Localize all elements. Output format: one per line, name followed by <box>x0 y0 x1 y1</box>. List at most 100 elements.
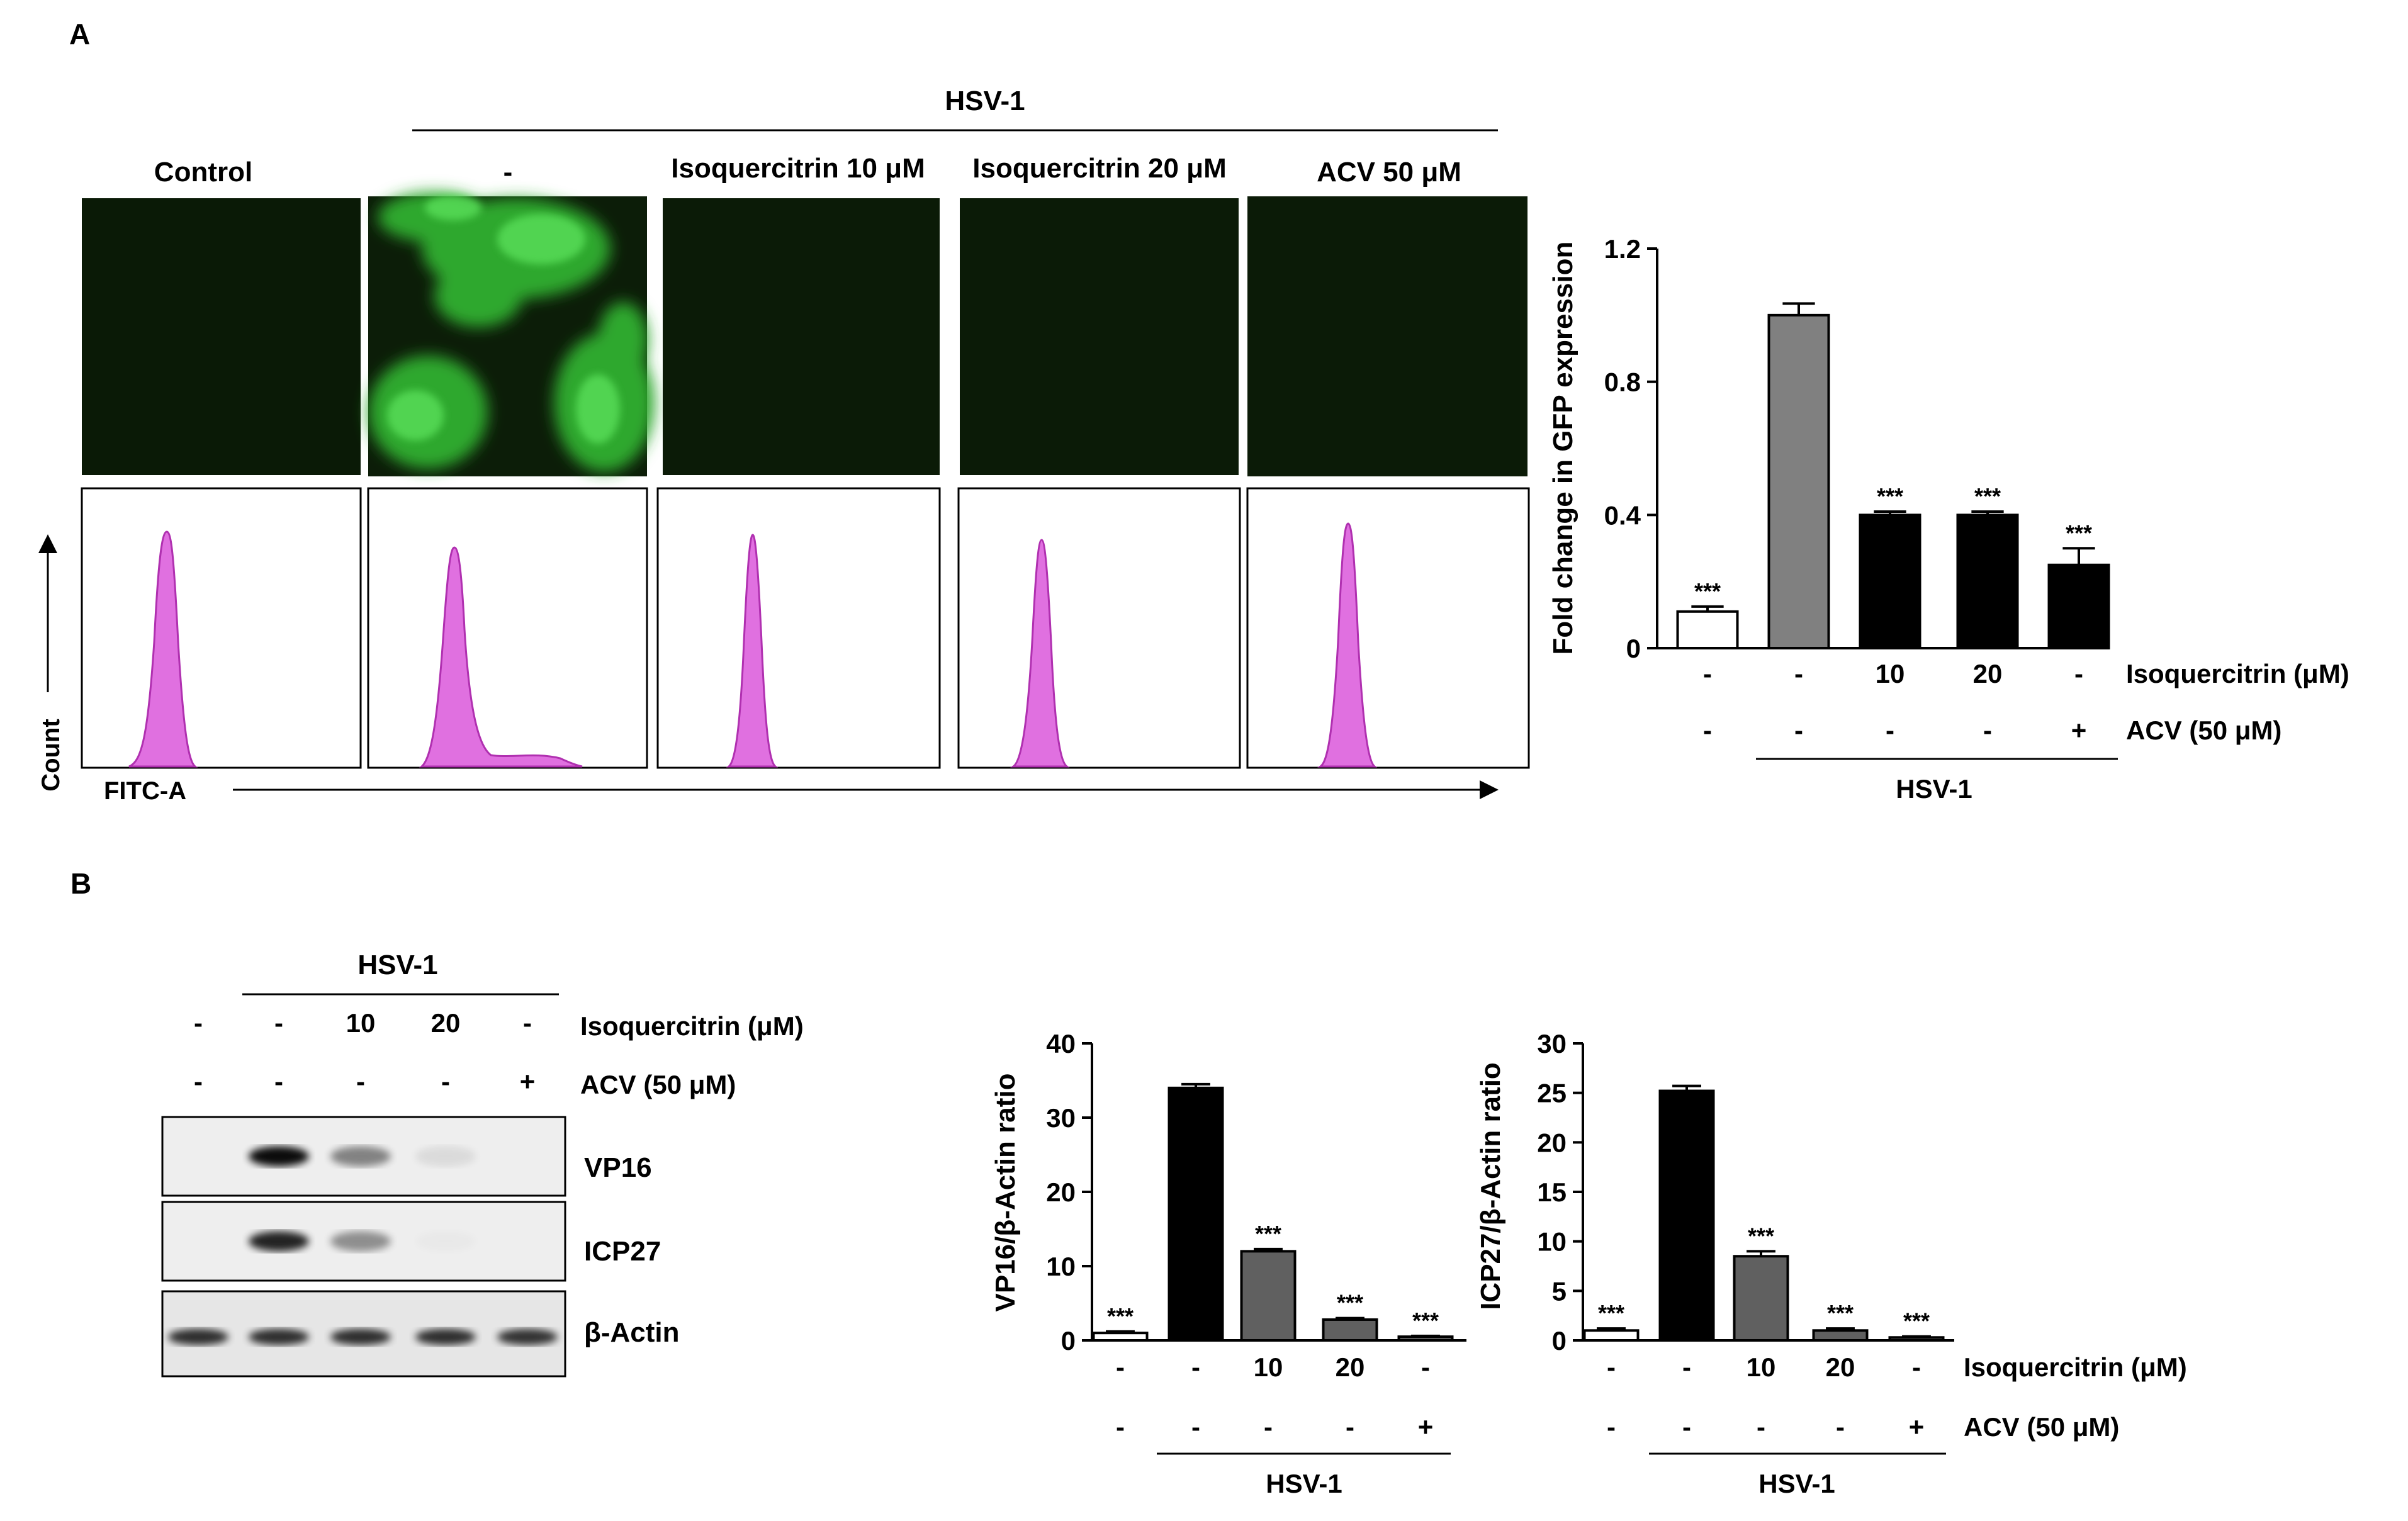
blot-band <box>249 1146 309 1167</box>
chart-vp16-ylabel: VP16/β-Actin ratio <box>990 1074 1021 1312</box>
chart-vp16-row2-val: - <box>1116 1412 1125 1442</box>
y-tick-label: 40 <box>1046 1029 1076 1058</box>
bar <box>1733 1255 1789 1342</box>
chart-vp16-hsv-label: HSV-1 <box>1266 1469 1342 1498</box>
blot-row1-val: 20 <box>431 1008 461 1038</box>
bar <box>1240 1250 1297 1342</box>
significance-label: *** <box>1412 1308 1439 1333</box>
blot-row2-val: - <box>194 1067 203 1096</box>
chart-icp27-row1-val: - <box>1912 1352 1921 1382</box>
significance-label: *** <box>1827 1300 1854 1326</box>
chart-icp27-ylabel: ICP27/β-Actin ratio <box>1475 1062 1506 1310</box>
chart-vp16-row1-val: 10 <box>1254 1352 1283 1382</box>
chart-icp27-row1-label: Isoquercitrin (μM) <box>1964 1352 2187 1382</box>
blot-label-icp27: ICP27 <box>584 1236 661 1267</box>
significance-label: *** <box>1903 1308 1930 1334</box>
chart-vp16-row1-val: - <box>1421 1352 1430 1382</box>
chart-vp16-row2: - - - - + <box>1116 1412 1433 1442</box>
chart-icp27-row2: - - - - + ACV (50 μM) <box>1607 1412 2119 1442</box>
chart-vp16-bars: *** *** *** *** <box>1092 1082 1454 1342</box>
chart-icp27-row2-label: ACV (50 μM) <box>1964 1412 2119 1442</box>
blot-row2-val: + <box>520 1067 536 1096</box>
bar <box>1397 1335 1454 1342</box>
blot-band <box>415 1328 476 1345</box>
bar <box>1859 514 1921 649</box>
histogram-iso10 <box>656 487 941 769</box>
y-tick-label: 20 <box>1537 1128 1567 1157</box>
histogram-iso20 <box>957 487 1241 769</box>
chart-gfp-yticks: 0 0.4 0.8 1.2 <box>1604 234 1657 663</box>
chart-icp27-row1-val: - <box>1607 1352 1616 1382</box>
chart-icp27-row1-val: - <box>1682 1352 1691 1382</box>
panel-a-label: A <box>69 18 90 50</box>
blot-band <box>415 1146 476 1167</box>
chart-vp16-row2-val: - <box>1264 1412 1273 1442</box>
chart-gfp-row2-val: - <box>1794 716 1803 745</box>
bar <box>1322 1318 1378 1342</box>
blot-row2-val: - <box>274 1067 283 1096</box>
chart-gfp-row1-val: - <box>2074 659 2083 688</box>
chart-icp27-row1: - - 10 20 - Isoquercitrin (μM) <box>1607 1352 2187 1382</box>
bar <box>1888 1336 1945 1342</box>
y-tick-label: 25 <box>1537 1079 1567 1108</box>
chart-vp16-row1-val: 20 <box>1336 1352 1365 1382</box>
chart-gfp-hsv-label: HSV-1 <box>1896 774 1972 804</box>
image-label-hsv: - <box>504 157 513 188</box>
fluorescence-image-iso20 <box>960 198 1239 475</box>
blot-row2-val: - <box>356 1067 365 1096</box>
y-tick-label: 0.8 <box>1604 368 1641 397</box>
histogram-peak-iso10 <box>726 534 779 768</box>
chart-gfp-row1-label: Isoquercitrin (μM) <box>2126 659 2349 688</box>
blot-label-vp16: VP16 <box>584 1152 652 1183</box>
bar <box>1767 313 1830 650</box>
fluorescence-image-hsv <box>368 192 655 476</box>
chart-gfp-ylabel: Fold change in GFP expression <box>1548 242 1578 655</box>
chart-icp27-row2-val: - <box>1682 1412 1691 1442</box>
blot-band <box>415 1232 476 1252</box>
chart-icp27-row2-val: - <box>1836 1412 1845 1442</box>
chart-icp27-row1-val: 10 <box>1747 1352 1776 1382</box>
chart-gfp-row2-val: - <box>1983 716 1992 745</box>
y-tick-label: 5 <box>1552 1276 1567 1306</box>
blot-row1-val: - <box>194 1008 203 1038</box>
chart-icp27-yticks: 0 5 10 15 20 25 30 <box>1537 1029 1583 1355</box>
significance-label: *** <box>1337 1290 1363 1316</box>
image-label-acv: ACV 50 μM <box>1317 157 1461 188</box>
blot-label-actin: β-Actin <box>584 1317 680 1348</box>
image-label-iso10: Isoquercitrin 10 μM <box>671 153 925 184</box>
image-label-control: Control <box>154 157 252 188</box>
significance-label: *** <box>1598 1300 1624 1326</box>
chart-gfp: Fold change in GFP expression 0 0.4 0.8 1.2… <box>1548 234 2349 804</box>
blot-band <box>330 1328 391 1345</box>
histogram-peak-acv <box>1317 522 1378 768</box>
count-axis-label: Count <box>37 719 65 792</box>
y-tick-label: 0.4 <box>1604 500 1641 530</box>
fitc-axis-label: FITC-A <box>104 777 186 805</box>
chart-gfp-row2-val: - <box>1703 716 1712 745</box>
significance-label: *** <box>1877 483 1903 509</box>
histogram-peak-control <box>128 530 198 768</box>
blot-row1: - - 10 20 - Isoquercitrin (μM) <box>194 1008 804 1041</box>
fluorescence-image-acv <box>1247 196 1528 476</box>
y-tick-label: 10 <box>1046 1252 1076 1281</box>
chart-vp16-row2-val: + <box>1418 1412 1434 1442</box>
y-tick-label: 0 <box>1626 634 1641 663</box>
blot-row2: - - - - + ACV (50 μM) <box>194 1067 736 1099</box>
chart-icp27-row1-val: 20 <box>1826 1352 1855 1382</box>
chart-vp16-row1-val: - <box>1116 1352 1125 1382</box>
chart-gfp-row1-val: - <box>1703 659 1712 688</box>
hsv-header-a: HSV-1 <box>945 86 1025 116</box>
blot-row1-val: - <box>274 1008 283 1038</box>
blot-band <box>168 1328 228 1345</box>
blot-row1-label: Isoquercitrin (μM) <box>580 1011 804 1041</box>
y-tick-label: 0 <box>1552 1326 1567 1355</box>
chart-icp27-bars: *** *** *** *** <box>1583 1084 1945 1342</box>
y-tick-label: 1.2 <box>1604 234 1641 264</box>
bar <box>2047 563 2110 649</box>
blot-strips <box>161 1116 566 1378</box>
y-tick-label: 10 <box>1537 1227 1567 1257</box>
significance-label: *** <box>1748 1223 1774 1249</box>
histogram-peak-iso20 <box>1010 539 1070 768</box>
bar <box>1167 1086 1224 1342</box>
